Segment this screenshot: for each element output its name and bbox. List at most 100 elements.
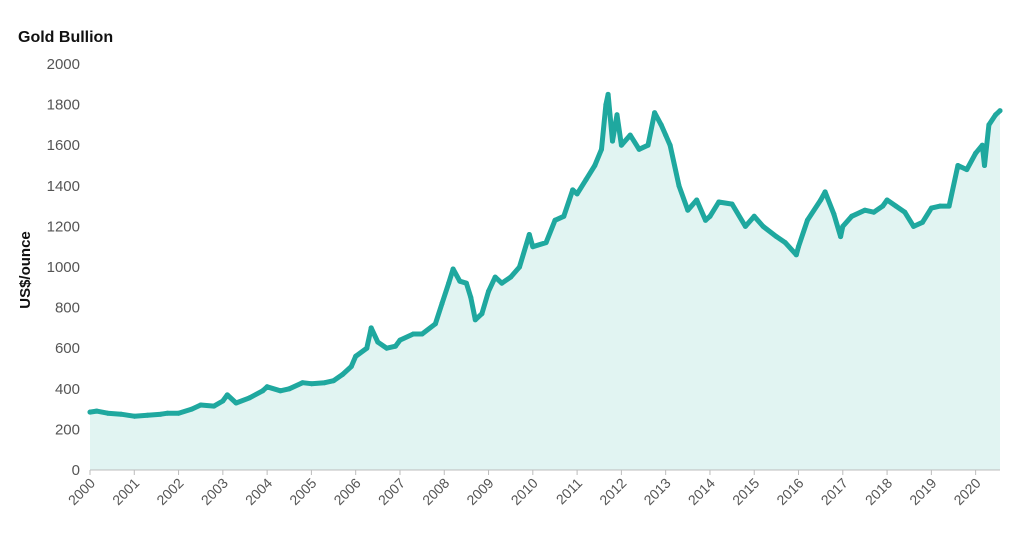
data-point bbox=[902, 209, 908, 215]
data-point bbox=[457, 278, 463, 284]
data-point bbox=[517, 264, 522, 270]
x-tick-label: 2009 bbox=[463, 475, 496, 508]
data-point bbox=[838, 234, 844, 240]
x-tick-label: 2000 bbox=[65, 475, 98, 508]
x-tick-label: 2015 bbox=[729, 475, 762, 508]
data-point bbox=[353, 353, 359, 359]
data-point bbox=[685, 207, 691, 213]
data-point bbox=[439, 301, 445, 306]
data-point bbox=[979, 142, 985, 148]
data-point bbox=[880, 203, 886, 209]
y-tick-label: 800 bbox=[55, 300, 80, 317]
data-point bbox=[997, 108, 1003, 114]
data-point bbox=[937, 203, 943, 209]
data-point bbox=[432, 321, 438, 327]
data-point bbox=[599, 146, 604, 152]
x-tick-label: 2007 bbox=[375, 475, 408, 508]
data-point bbox=[946, 203, 952, 209]
data-point bbox=[849, 213, 855, 219]
data-point bbox=[308, 381, 314, 387]
x-tick-label: 2020 bbox=[950, 475, 983, 508]
data-point bbox=[893, 203, 899, 209]
x-tick-label: 2005 bbox=[286, 475, 319, 508]
data-point bbox=[667, 142, 673, 148]
data-point bbox=[286, 386, 292, 392]
data-point bbox=[131, 413, 137, 419]
data-point bbox=[773, 234, 779, 240]
x-tick-labels: 2000 2001 2002 2003 2004 2005 2006 2007 2008 2009… bbox=[65, 470, 984, 508]
data-point bbox=[610, 138, 615, 144]
data-point bbox=[658, 122, 664, 128]
data-point bbox=[911, 223, 917, 229]
data-point bbox=[463, 280, 469, 286]
data-point bbox=[189, 406, 195, 412]
data-point bbox=[676, 183, 682, 189]
y-tick-label: 200 bbox=[55, 421, 80, 438]
data-point bbox=[220, 398, 226, 404]
data-point bbox=[645, 142, 651, 148]
data-point bbox=[760, 223, 766, 229]
data-point bbox=[618, 142, 624, 148]
data-point bbox=[264, 384, 270, 390]
x-tick-label: 2014 bbox=[685, 475, 718, 508]
data-point bbox=[246, 395, 252, 401]
data-point bbox=[145, 412, 151, 418]
x-tick-label: 2012 bbox=[596, 475, 629, 508]
data-point bbox=[446, 280, 452, 286]
data-point bbox=[397, 337, 403, 343]
data-point bbox=[796, 244, 801, 250]
price-line-layer bbox=[87, 91, 1003, 419]
data-point bbox=[492, 274, 498, 280]
data-point bbox=[793, 252, 799, 258]
data-point bbox=[614, 112, 620, 118]
data-point bbox=[822, 189, 828, 195]
y-tick-labels: 0 200 400 600 800 1000 1200 1400 1600 1800 2000 bbox=[47, 56, 80, 479]
x-tick-label: 2002 bbox=[153, 475, 186, 508]
x-tick-label: 2011 bbox=[553, 475, 586, 508]
data-point bbox=[694, 197, 700, 203]
data-point bbox=[570, 187, 576, 193]
x-tick-label: 2018 bbox=[862, 475, 895, 508]
data-point bbox=[158, 411, 164, 417]
data-point bbox=[368, 325, 374, 331]
data-point bbox=[94, 408, 100, 414]
data-point bbox=[928, 205, 934, 211]
data-point bbox=[831, 211, 837, 217]
data-point bbox=[105, 410, 111, 416]
y-tick-label: 400 bbox=[55, 381, 80, 398]
x-tick-label: 2003 bbox=[198, 475, 231, 508]
data-point bbox=[87, 409, 93, 415]
data-point bbox=[652, 110, 658, 116]
data-point bbox=[450, 266, 456, 272]
data-point bbox=[973, 150, 979, 156]
y-tick-label: 2000 bbox=[47, 56, 80, 73]
y-tick-label: 1800 bbox=[47, 97, 80, 114]
data-point bbox=[331, 378, 337, 384]
data-point bbox=[526, 232, 532, 237]
x-tick-label: 2001 bbox=[109, 475, 142, 508]
data-point bbox=[703, 217, 708, 223]
data-point bbox=[375, 339, 381, 345]
data-point bbox=[198, 402, 204, 408]
data-point bbox=[300, 380, 306, 386]
data-point bbox=[260, 388, 266, 394]
data-point bbox=[339, 372, 345, 378]
data-point bbox=[543, 240, 549, 246]
data-point bbox=[508, 274, 514, 280]
data-point bbox=[499, 280, 505, 286]
data-point bbox=[561, 213, 567, 219]
data-point bbox=[871, 209, 877, 215]
data-point bbox=[884, 197, 890, 203]
x-tick-label: 2010 bbox=[508, 475, 541, 508]
data-point bbox=[574, 191, 580, 197]
data-point bbox=[224, 392, 230, 398]
data-point bbox=[663, 132, 669, 138]
data-point bbox=[742, 223, 748, 229]
data-point bbox=[277, 388, 283, 394]
y-tick-label: 1200 bbox=[47, 218, 80, 235]
y-axis-label: US$/ounce bbox=[17, 231, 34, 309]
x-tick-label: 2006 bbox=[330, 475, 363, 508]
data-point bbox=[603, 102, 609, 108]
x-tick-label: 2017 bbox=[818, 475, 851, 508]
